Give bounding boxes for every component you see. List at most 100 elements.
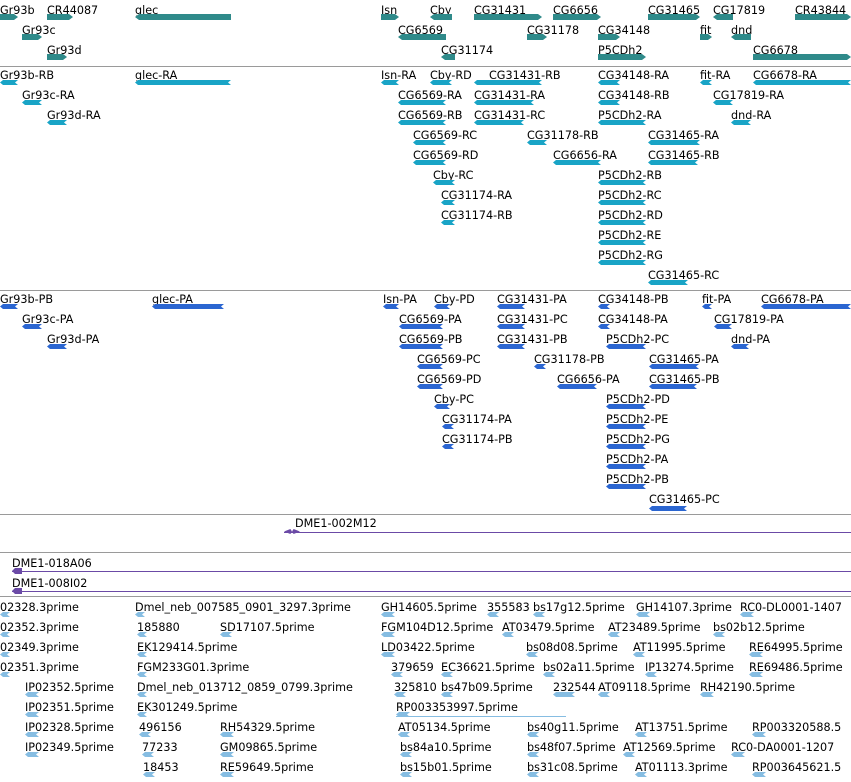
transcript-label[interactable]: CG6569-RA: [398, 89, 462, 102]
est-feature[interactable]: [0, 632, 10, 637]
protein-label[interactable]: CG6569-PB: [399, 333, 463, 346]
est-feature[interactable]: [441, 692, 453, 697]
est-feature[interactable]: [25, 752, 39, 757]
protein-label[interactable]: P5CDh2-PA: [606, 453, 669, 466]
gene-feature[interactable]: [441, 54, 455, 60]
est-feature[interactable]: [381, 612, 395, 617]
est-label[interactable]: AT05134.5prime: [398, 721, 491, 734]
est-label[interactable]: GH14107.3prime: [636, 601, 732, 614]
est-label[interactable]: AT09118.5prime: [598, 681, 691, 694]
transcript-label[interactable]: P5CDh2-RG: [598, 249, 663, 262]
protein-feature[interactable]: [442, 444, 454, 449]
est-label[interactable]: bs47b09.5prime: [441, 681, 533, 694]
est-feature[interactable]: [400, 752, 412, 757]
transcript-feature[interactable]: [430, 80, 452, 85]
transcript-feature[interactable]: [474, 100, 534, 105]
protein-label[interactable]: Gr93b-PB: [0, 293, 54, 306]
est-label[interactable]: IP02328.5prime: [25, 721, 114, 734]
protein-feature[interactable]: [714, 324, 732, 329]
est-feature[interactable]: [635, 772, 647, 777]
est-label[interactable]: bs08d08.5prime: [526, 641, 618, 654]
gene-feature[interactable]: [47, 14, 73, 20]
transcript-feature[interactable]: [731, 120, 751, 125]
protein-feature[interactable]: [606, 444, 646, 449]
gene-label[interactable]: CG31431: [474, 4, 527, 17]
est-feature[interactable]: [749, 672, 763, 677]
protein-label[interactable]: glec-PA: [152, 293, 193, 306]
transcript-feature[interactable]: [598, 180, 646, 185]
protein-label[interactable]: Gr93c-PA: [22, 313, 74, 326]
est-label[interactable]: EK129414.5prime: [137, 641, 238, 654]
est-feature[interactable]: [527, 772, 539, 777]
est-label[interactable]: RP003353997.5prime: [396, 701, 518, 714]
est-label[interactable]: RE64995.5prime: [749, 641, 843, 654]
transcript-feature[interactable]: [598, 260, 646, 265]
est-label[interactable]: 77233: [142, 741, 178, 754]
gene-label[interactable]: dnd: [731, 24, 753, 37]
gene-label[interactable]: CG31178: [527, 24, 580, 37]
protein-feature[interactable]: [606, 464, 646, 469]
protein-feature[interactable]: [434, 404, 450, 409]
protein-feature[interactable]: [383, 304, 399, 309]
bac-feature[interactable]: [284, 529, 300, 534]
protein-feature[interactable]: [702, 304, 712, 309]
protein-feature[interactable]: [497, 324, 525, 329]
transcript-label[interactable]: Isn-RA: [381, 69, 417, 82]
est-feature[interactable]: [598, 692, 610, 697]
est-label[interactable]: 02352.3prime: [0, 621, 79, 634]
est-label[interactable]: AT13751.5prime: [635, 721, 728, 734]
est-label[interactable]: RH42190.5prime: [700, 681, 796, 694]
transcript-label[interactable]: CG31431-RC: [474, 109, 546, 122]
est-feature[interactable]: [143, 772, 155, 777]
transcript-label[interactable]: CG31178-RB: [527, 129, 599, 142]
est-feature[interactable]: [220, 632, 232, 637]
est-feature[interactable]: [635, 732, 647, 737]
gene-feature[interactable]: [598, 34, 620, 40]
est-feature[interactable]: [731, 752, 745, 757]
gene-feature[interactable]: [648, 14, 700, 20]
transcript-label[interactable]: CG31431-RB: [489, 69, 561, 82]
est-label[interactable]: RC0-DA0001-1207: [731, 741, 835, 754]
est-feature[interactable]: [137, 652, 147, 657]
est-feature[interactable]: [220, 772, 234, 777]
protein-feature[interactable]: [606, 404, 646, 409]
transcript-label[interactable]: fit-RA: [700, 69, 731, 82]
transcript-feature[interactable]: [648, 140, 700, 145]
gene-label[interactable]: CG6569: [398, 24, 443, 37]
est-feature[interactable]: [533, 612, 545, 617]
transcript-label[interactable]: P5CDh2-RE: [598, 229, 662, 242]
est-label[interactable]: RC0-DL0001-1407: [740, 601, 843, 614]
est-label[interactable]: EK301249.5prime: [137, 701, 238, 714]
est-feature[interactable]: [400, 772, 412, 777]
est-feature[interactable]: [749, 652, 763, 657]
protein-label[interactable]: dnd-PA: [731, 333, 771, 346]
est-label[interactable]: bs40g11.5prime: [527, 721, 619, 734]
protein-label[interactable]: CG6569-PC: [417, 353, 481, 366]
est-feature[interactable]: [487, 612, 499, 617]
est-label[interactable]: RE69486.5prime: [749, 661, 843, 674]
gene-feature[interactable]: [474, 14, 542, 20]
transcript-label[interactable]: Cby-RC: [433, 169, 474, 182]
protein-label[interactable]: CG6569-PA: [399, 313, 462, 326]
protein-label[interactable]: CG17819-PA: [714, 313, 784, 326]
transcript-feature[interactable]: [648, 280, 688, 285]
transcript-feature[interactable]: [135, 80, 231, 85]
protein-feature[interactable]: [47, 344, 67, 349]
gene-label[interactable]: CG6678: [753, 44, 798, 57]
protein-feature[interactable]: [606, 424, 646, 429]
est-label[interactable]: LD03422.5prime: [381, 641, 475, 654]
transcript-label[interactable]: P5CDh2-RC: [598, 189, 662, 202]
transcript-feature[interactable]: [598, 200, 646, 205]
protein-label[interactable]: CG34148-PA: [598, 313, 668, 326]
est-label[interactable]: bs17g12.5prime: [533, 601, 625, 614]
transcript-label[interactable]: P5CDh2-RA: [598, 109, 662, 122]
transcript-label[interactable]: CG31465-RC: [648, 269, 720, 282]
transcript-label[interactable]: CG31431-RA: [474, 89, 546, 102]
protein-label[interactable]: Gr93d-PA: [47, 333, 100, 346]
transcript-label[interactable]: CG34148-RB: [598, 89, 670, 102]
gene-feature[interactable]: [22, 34, 42, 40]
est-feature[interactable]: [220, 752, 234, 757]
transcript-label[interactable]: CG31174-RB: [441, 209, 513, 222]
transcript-label[interactable]: Gr93d-RA: [47, 109, 101, 122]
transcript-feature[interactable]: [753, 80, 851, 85]
